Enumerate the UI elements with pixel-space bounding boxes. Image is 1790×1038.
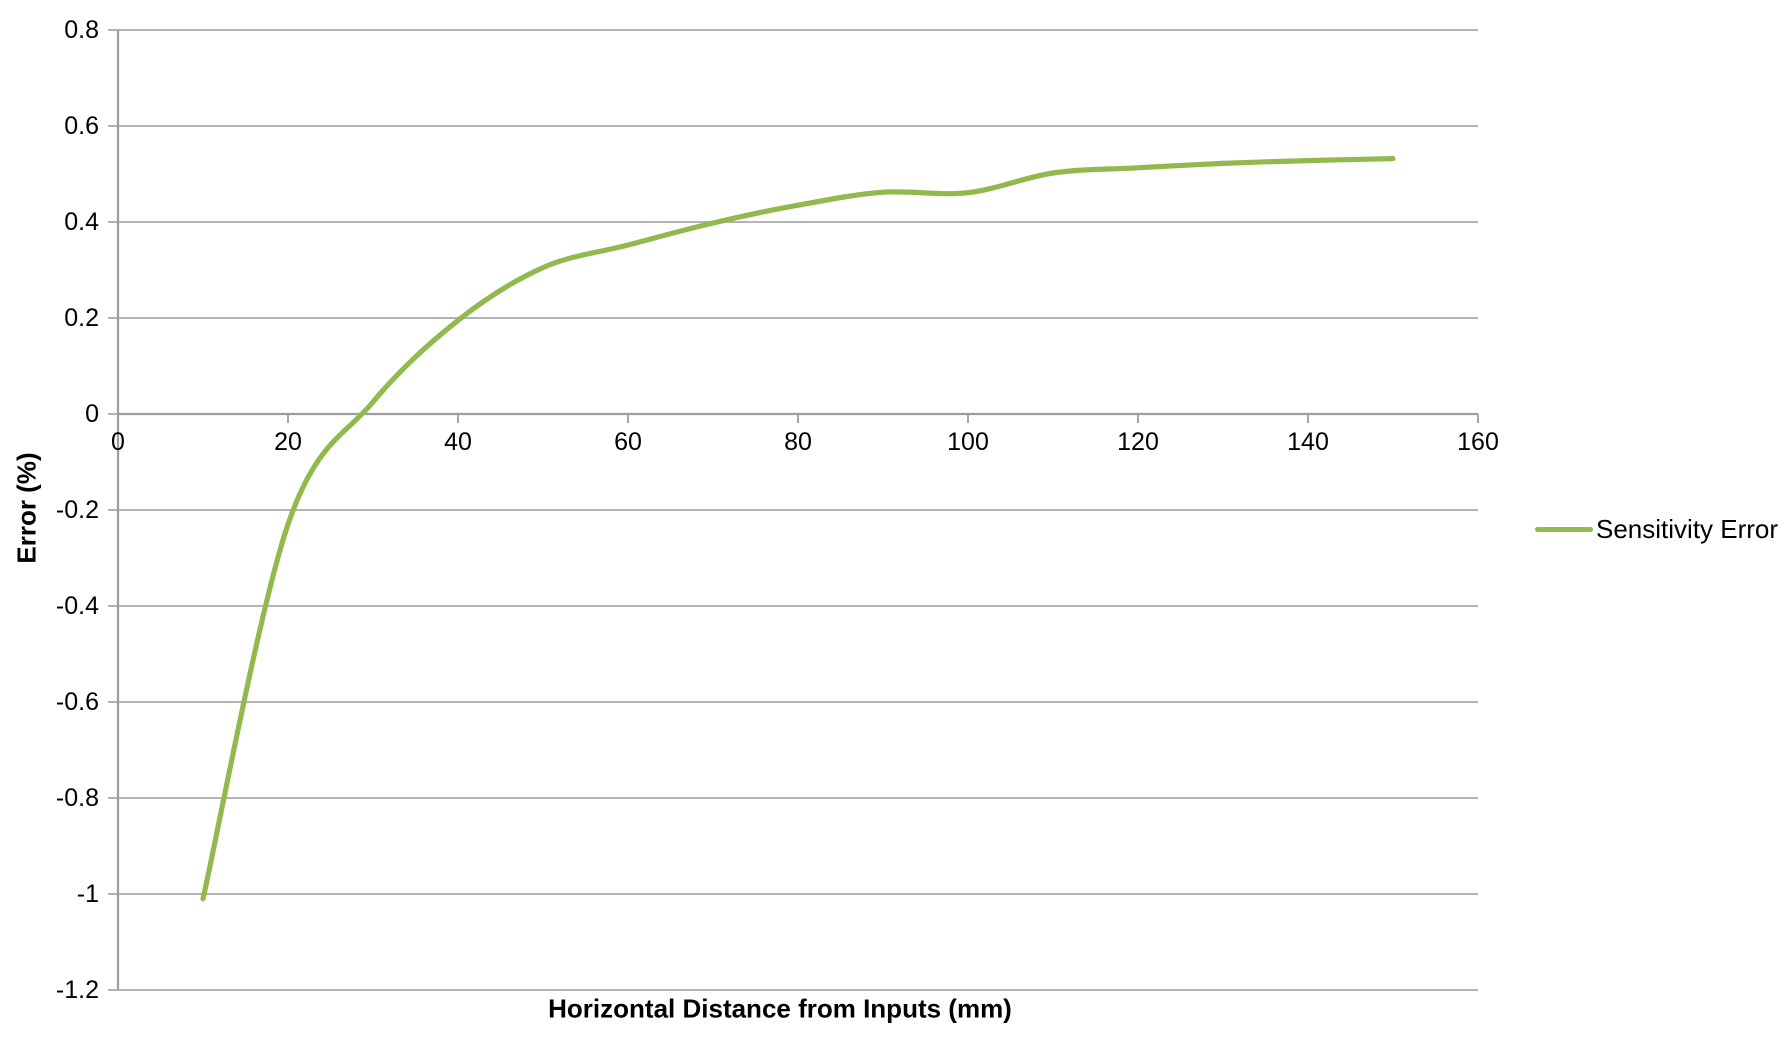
legend: Sensitivity Error <box>1535 515 1778 543</box>
x-tick-label: 60 <box>614 428 642 456</box>
y-tick-label: -1 <box>76 880 99 908</box>
series-line-sensitivity-error <box>200 156 1396 902</box>
y-tick-label: 0.8 <box>64 16 99 44</box>
x-tick-label: 20 <box>274 428 302 456</box>
legend-label: Sensitivity Error <box>1596 514 1779 544</box>
x-axis-title: Horizontal Distance from Inputs (mm) <box>548 993 1012 1024</box>
y-tick-label: -0.6 <box>55 688 99 716</box>
legend-line-icon <box>1535 526 1593 532</box>
x-tick-label: 140 <box>1287 428 1329 456</box>
x-tick-label: 80 <box>784 428 812 456</box>
x-tick-label: 0 <box>111 428 125 456</box>
y-tick-label: -1.2 <box>55 976 99 1004</box>
x-tick-label: 100 <box>947 428 989 456</box>
y-tick-label: 0 <box>85 400 99 428</box>
x-tick-label: 120 <box>1117 428 1159 456</box>
y-tick-label: -0.2 <box>55 496 99 524</box>
y-tick-label: -0.8 <box>55 784 99 812</box>
y-tick-label: -0.4 <box>55 592 99 620</box>
x-tick-label: 160 <box>1457 428 1499 456</box>
y-tick-label: 0.6 <box>64 112 99 140</box>
y-tick-label: 0.4 <box>64 208 99 236</box>
x-tick-label: 40 <box>444 428 472 456</box>
y-tick-label: 0.2 <box>64 304 99 332</box>
